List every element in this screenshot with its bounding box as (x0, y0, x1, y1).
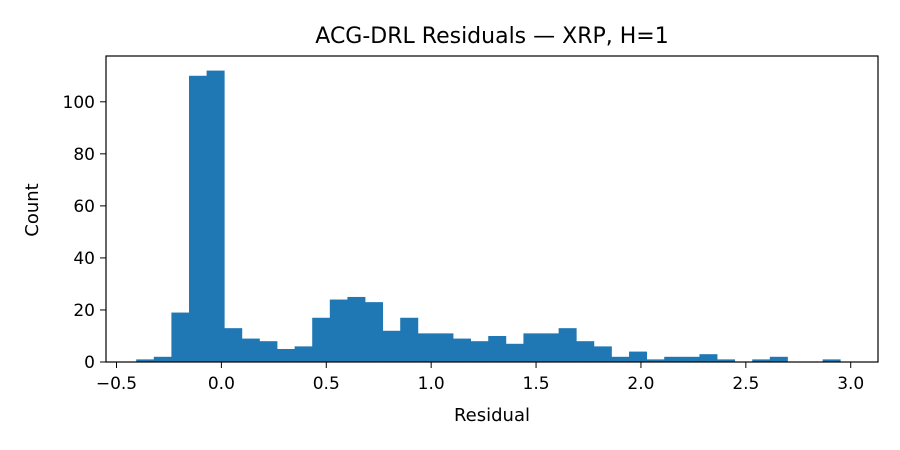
histogram-bar (558, 328, 577, 362)
chart-title: ACG-DRL Residuals — XRP, H=1 (315, 24, 668, 49)
histogram-bar (611, 356, 630, 362)
histogram-bar (241, 338, 260, 362)
bars-group (136, 70, 841, 363)
histogram-bar (629, 351, 648, 362)
histogram-bar (488, 335, 507, 362)
x-tick-label: 3.0 (837, 374, 864, 394)
histogram-bar (382, 330, 401, 362)
histogram-bar (224, 328, 243, 362)
histogram-bar (717, 359, 736, 362)
histogram-bar (312, 317, 331, 362)
histogram-bar (752, 359, 771, 362)
histogram-bar (470, 341, 489, 362)
x-tick-label: 0.5 (313, 374, 340, 394)
histogram-bar (699, 354, 718, 362)
histogram-bar (136, 359, 155, 362)
x-axis-label: Residual (454, 405, 530, 426)
y-tick-label: 40 (73, 249, 95, 269)
histogram-bar (417, 333, 436, 362)
histogram-bar (400, 317, 419, 362)
histogram-bar (171, 312, 190, 362)
y-axis-label: Count (22, 183, 43, 236)
histogram-bar (347, 296, 366, 362)
plot-frame (105, 55, 879, 363)
histogram-bar (523, 333, 542, 362)
histogram-bar (646, 359, 665, 362)
y-tick-label: 80 (73, 145, 95, 165)
histogram-bar (576, 341, 595, 362)
y-tick-label: 20 (73, 301, 95, 321)
histogram-bar (541, 333, 560, 362)
x-tick-label: 2.0 (627, 374, 654, 394)
x-tick-label: 2.5 (732, 374, 759, 394)
x-tick-label: 1.5 (523, 374, 550, 394)
y-axis-ticks: 0 20 40 60 80 100 (63, 93, 106, 373)
x-axis-ticks: −0.5 0.0 0.5 1.0 1.5 2.0 2.5 3.0 (96, 362, 864, 394)
histogram-bar (505, 343, 524, 362)
histogram-bar (664, 356, 683, 362)
histogram-bar (681, 356, 700, 362)
histogram-bar (294, 346, 313, 362)
histogram-bar (822, 359, 841, 362)
histogram-bar (206, 70, 225, 363)
histogram-bar (593, 346, 612, 362)
histogram-bar (769, 356, 788, 362)
histogram-bar (435, 333, 454, 362)
y-tick-label: 60 (73, 197, 95, 217)
y-tick-label: 0 (84, 353, 95, 373)
x-tick-label: 1.0 (418, 374, 445, 394)
histogram-bar (329, 299, 348, 362)
histogram-bar (453, 338, 472, 362)
histogram-bar (189, 75, 208, 362)
histogram-bar (153, 356, 172, 362)
x-tick-label: 0.0 (208, 374, 235, 394)
histogram-bar (365, 302, 384, 362)
y-tick-label: 100 (63, 93, 95, 113)
histogram-bar (259, 341, 278, 362)
histogram-bar (277, 348, 296, 362)
x-tick-label: −0.5 (96, 374, 137, 394)
